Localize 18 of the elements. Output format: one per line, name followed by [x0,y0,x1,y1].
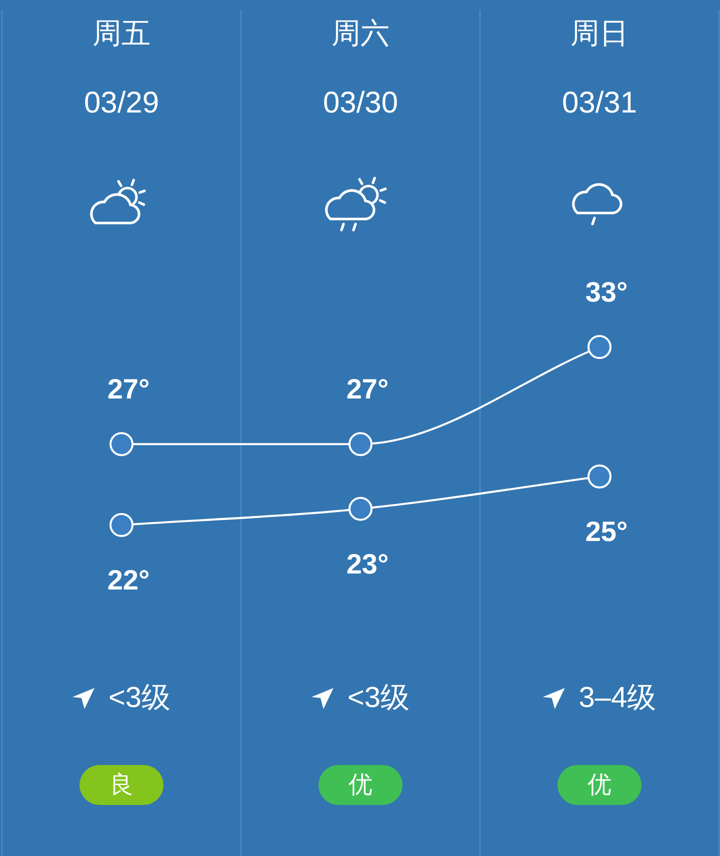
point [348,432,372,456]
point [588,335,612,359]
text: 03/30 [322,86,398,120]
x-tick-label: 周六 [332,18,390,50]
text: <3级 [108,682,171,714]
text: <3级 [347,682,410,714]
x-tick-label: 周五 [92,18,150,50]
point [588,464,612,488]
point [110,513,134,537]
text: 3–4级 [578,682,656,714]
point [110,432,134,456]
text: 03/29 [84,86,160,120]
point [348,496,372,521]
text: 优 [348,772,372,798]
text: 优 [588,772,612,798]
x-tick-label: 周日 [570,18,628,50]
text: 良 [110,772,134,798]
text: 03/31 [562,86,638,120]
